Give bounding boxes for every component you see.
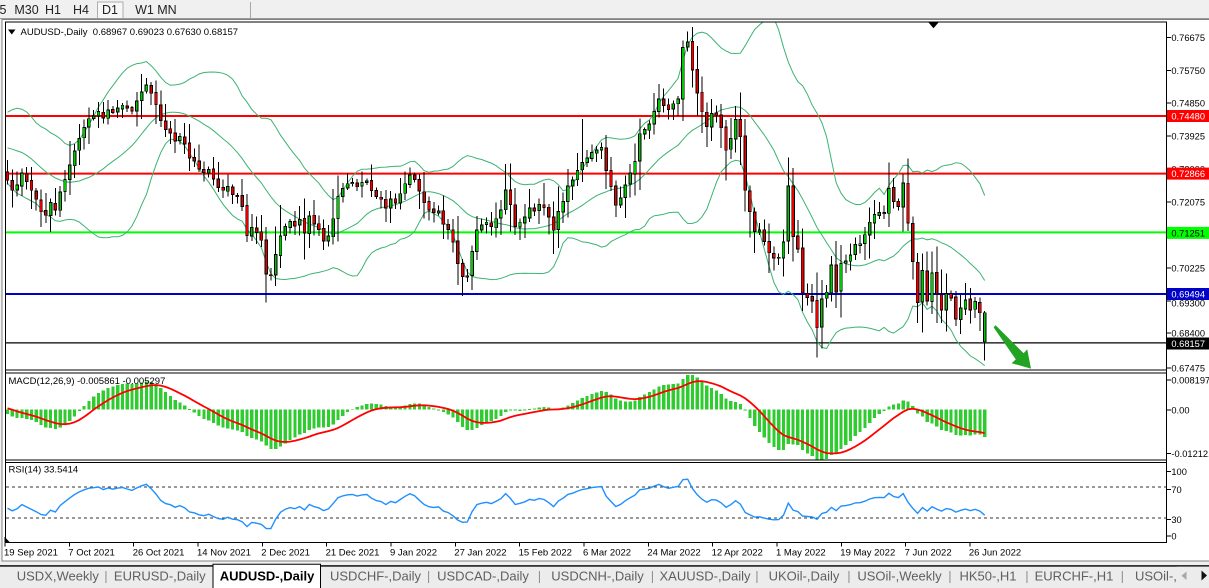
svg-text:1 May 2022: 1 May 2022	[776, 548, 826, 559]
svg-text:0: 0	[1171, 532, 1176, 542]
svg-text:70: 70	[1171, 485, 1181, 495]
svg-text:0.70225: 0.70225	[1171, 263, 1205, 273]
svg-text:7 Jun 2022: 7 Jun 2022	[905, 548, 952, 559]
svg-text:|: |	[948, 569, 951, 584]
svg-text:0.00: 0.00	[1171, 406, 1189, 416]
svg-text:|: |	[538, 569, 541, 584]
svg-text:|: |	[755, 569, 758, 584]
svg-text:USDCAD-,Daily: USDCAD-,Daily	[437, 569, 529, 584]
svg-text:H4: H4	[73, 3, 89, 17]
svg-text:0.74480: 0.74480	[1171, 112, 1205, 122]
svg-text:AUDUSD-,Daily: AUDUSD-,Daily	[220, 569, 315, 584]
svg-text:HK50-,H1: HK50-,H1	[959, 569, 1016, 584]
svg-text:0.69494: 0.69494	[1171, 290, 1205, 300]
svg-text:21 Dec 2021: 21 Dec 2021	[326, 548, 380, 559]
svg-text:MN: MN	[157, 3, 176, 17]
svg-text:0.76675: 0.76675	[1171, 33, 1205, 43]
svg-text:|: |	[847, 569, 850, 584]
svg-text:|: |	[1121, 569, 1124, 584]
svg-text:M30: M30	[14, 3, 38, 17]
svg-text:6 Mar 2022: 6 Mar 2022	[583, 548, 631, 559]
svg-text:19 Sep 2021: 19 Sep 2021	[4, 548, 58, 559]
svg-text:0.67475: 0.67475	[1171, 364, 1205, 374]
svg-text:0.72075: 0.72075	[1171, 197, 1205, 207]
svg-text:W1: W1	[135, 3, 154, 17]
svg-text:EURUSD-,Daily: EURUSD-,Daily	[114, 569, 206, 584]
svg-text:0.69300: 0.69300	[1171, 299, 1205, 309]
svg-text:AUDUSD-,Daily 0.68967 0.69023: AUDUSD-,Daily 0.68967 0.69023 0.67630 0.…	[21, 27, 239, 38]
svg-text:MACD(12,26,9) -0.005861 -0.005: MACD(12,26,9) -0.005861 -0.005297	[9, 376, 166, 387]
svg-text:0.008197: 0.008197	[1171, 376, 1209, 386]
svg-text:27 Jan 2022: 27 Jan 2022	[454, 548, 506, 559]
svg-text:|: |	[427, 569, 430, 584]
svg-text:26 Jun 2022: 26 Jun 2022	[969, 548, 1021, 559]
svg-text:EURCHF-,H1: EURCHF-,H1	[1035, 569, 1114, 584]
svg-text:|: |	[104, 569, 107, 584]
svg-text:|: |	[1025, 569, 1028, 584]
svg-text:0.68400: 0.68400	[1171, 329, 1205, 339]
svg-text:0.71251: 0.71251	[1171, 228, 1205, 238]
svg-text:D1: D1	[102, 3, 118, 17]
svg-text:XAUUSD-,Daily: XAUUSD-,Daily	[659, 569, 751, 584]
svg-text:26 Oct 2021: 26 Oct 2021	[133, 548, 185, 559]
svg-text:0.74850: 0.74850	[1171, 98, 1205, 108]
svg-text:19 May 2022: 19 May 2022	[840, 548, 895, 559]
svg-text:UKOil-,Daily: UKOil-,Daily	[769, 569, 840, 584]
svg-text:24 Mar 2022: 24 Mar 2022	[647, 548, 700, 559]
svg-text:USOil-,Weekly: USOil-,Weekly	[857, 569, 942, 584]
svg-text:15 Feb 2022: 15 Feb 2022	[519, 548, 572, 559]
svg-text:|: |	[651, 569, 654, 584]
svg-text:-0.012121: -0.012121	[1171, 449, 1209, 459]
svg-text:5: 5	[0, 3, 7, 17]
svg-text:0.68157: 0.68157	[1171, 339, 1205, 349]
svg-text:0.73925: 0.73925	[1171, 131, 1205, 141]
svg-text:0.75750: 0.75750	[1171, 66, 1205, 76]
svg-text:USDCHF-,Daily: USDCHF-,Daily	[330, 569, 422, 584]
svg-text:30: 30	[1171, 515, 1181, 525]
svg-text:USDX,Weekly: USDX,Weekly	[17, 569, 100, 584]
svg-text:100: 100	[1171, 467, 1187, 477]
svg-text:12 Apr 2022: 12 Apr 2022	[712, 548, 763, 559]
svg-text:H1: H1	[45, 3, 61, 17]
svg-text:RSI(14) 33.5414: RSI(14) 33.5414	[9, 465, 79, 476]
svg-text:2 Dec 2021: 2 Dec 2021	[261, 548, 310, 559]
svg-text:USDCNH-,Daily: USDCNH-,Daily	[551, 569, 644, 584]
svg-text:0.72866: 0.72866	[1171, 169, 1205, 179]
svg-text:7 Oct 2021: 7 Oct 2021	[68, 548, 114, 559]
svg-text:9 Jan 2022: 9 Jan 2022	[390, 548, 437, 559]
svg-text:14 Nov 2021: 14 Nov 2021	[197, 548, 251, 559]
